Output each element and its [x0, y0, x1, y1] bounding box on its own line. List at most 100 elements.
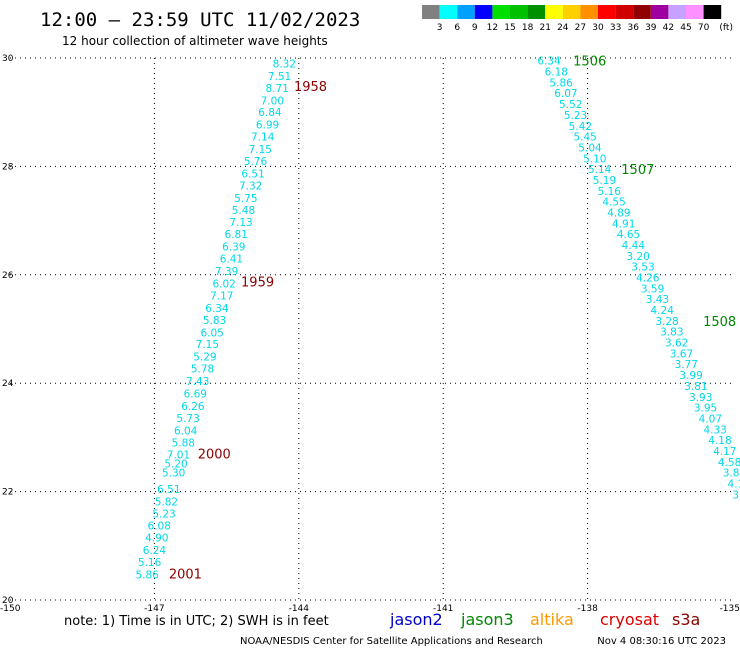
- wave-height-point: 6.39: [222, 242, 245, 254]
- wave-height-point: 3.28: [655, 316, 678, 328]
- legend-label: 36: [627, 23, 639, 33]
- legend-swatch: [580, 5, 598, 19]
- legend-label: 21: [539, 23, 550, 33]
- legend-label: 33: [610, 23, 621, 33]
- legend-swatch: [439, 5, 458, 19]
- wave-height-point: 4.18: [708, 435, 731, 447]
- footer-timestamp: Nov 4 08:30:16 UTC 2023: [597, 636, 726, 647]
- legend-label: 30: [592, 23, 604, 33]
- wave-height-point: 5.30: [162, 468, 185, 480]
- wave-height-point: 7.15: [249, 144, 272, 156]
- wave-height-point: 5.14: [588, 164, 612, 176]
- wave-height-point: 6.34: [537, 56, 561, 68]
- legend-swatch: [510, 5, 528, 19]
- legend-label: 9: [472, 23, 478, 33]
- y-tick-label: 20: [2, 596, 14, 606]
- wave-height-point: 6.84: [258, 107, 282, 119]
- legend-swatch: [703, 5, 722, 19]
- wave-height-point: 7.17: [210, 290, 233, 302]
- legend-swatch: [668, 5, 686, 19]
- wave-height-point: 6.18: [545, 67, 568, 79]
- legend-swatch: [650, 5, 669, 19]
- wave-height-point: 7.43: [186, 376, 209, 388]
- wave-height-point: 6.08: [148, 521, 171, 533]
- wave-height-point: 7.32: [239, 180, 262, 192]
- wave-height-point: 3.77: [675, 359, 698, 371]
- legend-label: 24: [557, 23, 569, 33]
- legend-label: 18: [522, 23, 534, 33]
- x-axis-ticks: -150 -147 -144 -141 -138 -135: [0, 604, 740, 614]
- legend-swatch: [422, 5, 440, 19]
- legend-swatch: [545, 5, 563, 19]
- wave-height-point: 5.86: [549, 77, 573, 89]
- wave-height-point: 5.23: [152, 508, 175, 520]
- mission-label: s3a: [672, 610, 700, 629]
- legend-swatch: [615, 5, 634, 19]
- footer-note: note: 1) Time is in UTC; 2) SWH is in fe…: [64, 614, 329, 629]
- legend-swatch: [633, 5, 651, 19]
- wave-height-point: 5.73: [176, 413, 199, 425]
- wave-height-point: 5.23: [564, 110, 587, 122]
- y-tick-label: 22: [2, 488, 13, 498]
- wave-height-point: 5.86: [135, 570, 159, 582]
- y-axis-ticks: 20 22 24 26 28 30: [2, 54, 14, 606]
- wave-height-point: 6.04: [174, 425, 198, 437]
- grid-lines: [10, 57, 732, 601]
- x-tick-label: -144: [289, 604, 310, 614]
- legend-label: 45: [680, 23, 691, 33]
- wave-height-point: 6.99: [256, 120, 279, 132]
- legend-swatch: [562, 5, 581, 19]
- pass-label: 1508: [703, 315, 736, 330]
- wave-height-point: 4.33: [703, 424, 726, 436]
- wave-height-point: 3.93: [689, 392, 712, 404]
- wave-height-point: 4.24: [651, 305, 675, 317]
- y-tick-label: 28: [2, 162, 14, 172]
- wave-height-point: 3.83: [660, 327, 683, 339]
- legend-swatch: [686, 5, 704, 19]
- wave-height-point: 7.39: [215, 266, 238, 278]
- mission-label: cryosat: [600, 610, 659, 629]
- wave-height-point: 4.07: [699, 413, 722, 425]
- wave-height-point: 5.75: [234, 193, 257, 205]
- wave-height-point: 7.51: [268, 71, 291, 83]
- wave-height-point: 7.15: [196, 339, 219, 351]
- pass-labels: 1958 1959 2000 2001 1506 1507 1508: [169, 55, 736, 583]
- mission-label: jason3: [460, 610, 514, 629]
- wave-height-point: 6.69: [184, 388, 207, 400]
- wave-height-point: 5.52: [559, 99, 582, 111]
- legend-swatch: [598, 5, 616, 19]
- wave-height-point: 5.04: [578, 142, 602, 154]
- legend-swatch: [527, 5, 546, 19]
- legend-swatch: [457, 5, 475, 19]
- wave-height-point: 4.89: [607, 207, 630, 219]
- wave-height-point: 5.82: [155, 496, 178, 508]
- wave-height-point: 5.29: [193, 352, 216, 364]
- wave-height-point: 4.17: [713, 446, 736, 458]
- wave-height-point: 5.83: [203, 315, 226, 327]
- wave-height-point: 4.91: [612, 218, 635, 230]
- wave-height-point: 5.76: [244, 156, 268, 168]
- wave-height-point: 4.26: [636, 273, 660, 285]
- wave-height-point: 3.99: [679, 370, 702, 382]
- pass-label: 1958: [294, 80, 327, 95]
- y-tick-label: 30: [2, 54, 14, 64]
- legend-label: 12: [487, 23, 498, 33]
- wave-height-point: 5.19: [593, 175, 616, 187]
- wave-height-point: 3.95: [694, 403, 717, 415]
- wave-height-point: 7.01: [167, 450, 190, 462]
- wave-height-point: 4.65: [617, 229, 640, 241]
- mission-legend: jason2 jason3 altika cryosat s3a: [389, 610, 700, 629]
- legend-label: 15: [504, 23, 515, 33]
- wave-height-point: 7.14: [251, 132, 275, 144]
- wave-height-point: 6.41: [220, 254, 243, 266]
- wave-height-points: 8.327.518.717.006.846.997.147.155.766.51…: [135, 56, 740, 582]
- footer-credit: NOAA/NESDIS Center for Satellite Applica…: [240, 636, 543, 647]
- wave-height-point: 6.05: [200, 327, 223, 339]
- x-tick-label: -138: [577, 604, 598, 614]
- wave-height-point: 3.62: [665, 338, 688, 350]
- wave-height-point: 3.81: [684, 381, 707, 393]
- legend-label: 39: [645, 23, 657, 33]
- legend-label: 6: [454, 23, 460, 33]
- wave-height-point: 3.59: [641, 283, 664, 295]
- pass-label: 2001: [169, 567, 202, 582]
